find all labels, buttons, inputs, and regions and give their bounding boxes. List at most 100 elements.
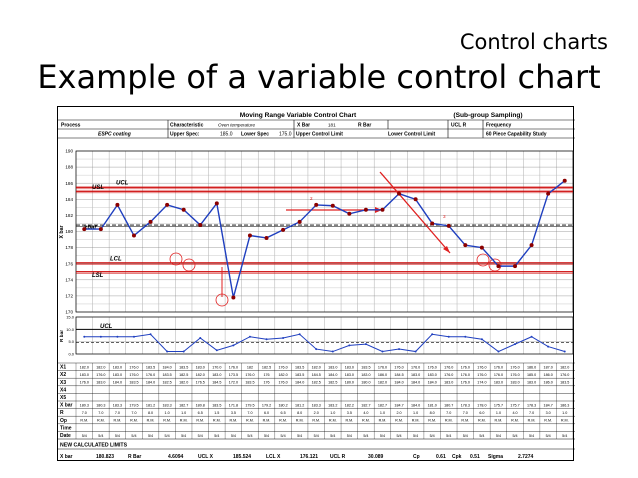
table-cell: 186.0 xyxy=(544,381,553,385)
xbar-data-point xyxy=(98,227,103,232)
table-row-label: X4 xyxy=(60,387,66,393)
calc-label: Cp xyxy=(413,454,420,460)
trend-arrowhead xyxy=(443,246,450,253)
annotation-2: 2 xyxy=(310,196,313,201)
range-y-tick-label: 0.0 xyxy=(68,352,74,357)
xbar-data-point xyxy=(430,221,435,226)
table-cell: R.M. xyxy=(246,419,254,423)
range-data-point xyxy=(331,350,334,353)
table-row-label: Date xyxy=(60,433,71,439)
xbar-value: 181 xyxy=(328,123,336,128)
table-cell: 183.0 xyxy=(328,365,337,369)
xbar-y-tick-label: 172 xyxy=(65,294,73,299)
table-cell: 183.0 xyxy=(113,365,122,369)
table-cell: 176.0 xyxy=(428,365,437,369)
range-data-point xyxy=(447,335,450,338)
range-data-point xyxy=(315,348,318,351)
xbar-data-point xyxy=(562,178,567,183)
xbar-data-point xyxy=(529,243,534,248)
table-cell: 5/4 xyxy=(363,434,368,438)
table-cell: 184.0 xyxy=(394,381,403,385)
table-cell: R.M. xyxy=(412,419,420,423)
table-cell: 4.0 xyxy=(512,411,517,415)
table-cell: 7.0 xyxy=(98,411,103,415)
table-cell: 182.0 xyxy=(196,373,205,377)
table-cell: 186.3 xyxy=(560,403,569,407)
table-cell: 1.0 xyxy=(330,411,335,415)
xbar-data-point xyxy=(380,207,385,212)
upper-spec-label: Upper Spec: xyxy=(170,132,200,138)
table-cell: 176 xyxy=(263,373,269,377)
table-cell: 184.7 xyxy=(544,403,553,407)
table-cell: 182.7 xyxy=(179,403,188,407)
table-cell: 176.0 xyxy=(80,381,89,385)
range-data-point xyxy=(248,335,251,338)
table-cell: 185.0 xyxy=(527,373,536,377)
table-cell: 183.0 xyxy=(510,381,519,385)
table-cell: 176.0 xyxy=(461,381,470,385)
table-cell: 5/4 xyxy=(330,434,335,438)
ucl-label: Upper Control Limit xyxy=(296,132,343,138)
table-cell: 183.0 xyxy=(345,365,354,369)
highlight-circle xyxy=(476,253,490,267)
range-data-point xyxy=(497,350,500,353)
table-cell: 183.0 xyxy=(494,381,503,385)
table-cell: 183.5 xyxy=(245,381,254,385)
xbar-y-tick-label: 182 xyxy=(65,213,73,218)
xbar-data-point xyxy=(397,191,402,196)
range-data-point xyxy=(182,350,185,353)
ref-label-xbar: xbar xyxy=(83,225,97,231)
frequency-label: Frequency xyxy=(486,123,512,129)
xbar-data-point xyxy=(363,207,368,212)
table-cell: 7.0 xyxy=(82,411,87,415)
xbar-data-point xyxy=(513,264,518,269)
range-data-point xyxy=(116,335,119,338)
table-cell: 186.0 xyxy=(378,373,387,377)
rbar-label: R Bar xyxy=(358,123,371,129)
table-cell: R.M. xyxy=(329,419,337,423)
table-cell: 175.7 xyxy=(494,403,503,407)
table-cell: 1.0 xyxy=(181,411,186,415)
table-cell: 183.0 xyxy=(96,381,105,385)
table-cell: 5/4 xyxy=(247,434,252,438)
table-row-label: Op xyxy=(60,418,67,424)
table-row-label: R xyxy=(60,410,64,416)
table-cell: 176.0 xyxy=(229,365,238,369)
xbar-chart: 190 188 186 184 182 180 178 176 174 172 170 X bar US… xyxy=(59,149,574,315)
xbar-y-tick-label: 190 xyxy=(65,149,73,154)
table-cell: 183.3 xyxy=(312,403,321,407)
range-data-point xyxy=(530,335,533,338)
slide-title: Example of a variable control chart xyxy=(37,58,601,96)
range-data-point xyxy=(83,335,86,338)
table-cell: 5/4 xyxy=(396,434,401,438)
table-cell: R.M. xyxy=(147,419,155,423)
table-cell: 7.0 xyxy=(131,411,136,415)
table-cell: 183.5 xyxy=(179,365,188,369)
range-data-point xyxy=(298,333,301,336)
table-cell: 176.0 xyxy=(245,373,254,377)
table-cell: 5/4 xyxy=(214,434,219,438)
xbar-data-point xyxy=(281,227,286,232)
table-cell: 184.0 xyxy=(162,365,171,369)
range-data-point xyxy=(381,350,384,353)
table-cell: 1.0 xyxy=(562,411,567,415)
table-cell: R.M. xyxy=(495,419,503,423)
calc-value: 185.524 xyxy=(233,454,251,460)
xbar-data-point xyxy=(446,223,451,228)
table-cell: 182.0 xyxy=(80,365,89,369)
table-cell: 8.0 xyxy=(430,411,435,415)
table-cell: 180.2 xyxy=(278,403,287,407)
table-cell: 172.0 xyxy=(229,381,238,385)
table-cell: 176.0 xyxy=(477,373,486,377)
table-cell: 180.3 xyxy=(80,403,89,407)
table-cell: 4.0 xyxy=(363,411,368,415)
table-cell: 182.0 xyxy=(278,373,287,377)
highlight-circle xyxy=(169,252,183,266)
table-cell: 176.0 xyxy=(510,365,519,369)
table-cell: 183.5 xyxy=(129,381,138,385)
table-row-label: X2 xyxy=(60,372,66,378)
table-cell: 178.0 xyxy=(477,403,486,407)
calc-value: 4.6094 xyxy=(168,454,184,460)
xbar-data-point xyxy=(297,219,302,224)
calc-value: 180.823 xyxy=(96,454,114,460)
